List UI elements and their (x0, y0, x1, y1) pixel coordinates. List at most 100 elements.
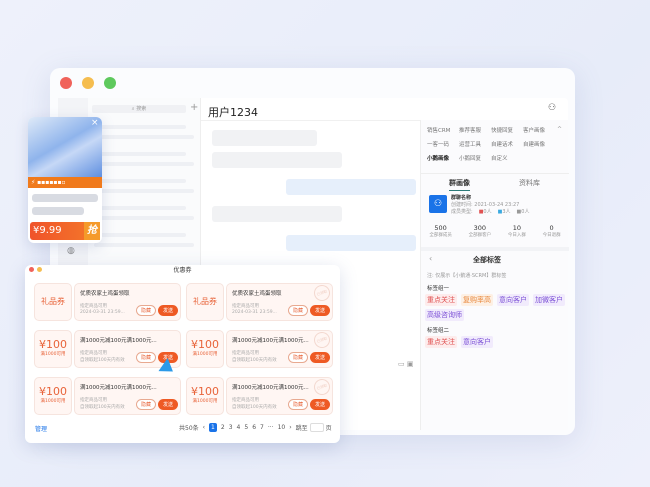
stat-label: 全部群客户 (468, 233, 492, 238)
send-button[interactable]: 发送 (310, 352, 330, 363)
group-created: 创建时间: 2021-03-24 23:27 (451, 202, 520, 208)
tag[interactable]: 重点关注 (425, 336, 457, 348)
tool-tab[interactable]: 客户画像 (523, 128, 546, 134)
hide-button[interactable]: 隐藏 (136, 305, 156, 316)
screenshot-icon[interactable]: ▭ ▣ (398, 360, 414, 368)
minimize-dot[interactable] (82, 77, 94, 89)
claimed-stamp: 已领取 (311, 376, 333, 398)
manage-link[interactable]: 管理 (35, 426, 48, 433)
hide-button[interactable]: 隐藏 (136, 399, 156, 410)
page-6[interactable]: 6 (252, 424, 257, 431)
back-icon[interactable]: ‹ (429, 254, 433, 263)
total-count: 共50条 (179, 425, 199, 432)
page-8[interactable]: ··· (267, 424, 274, 431)
tool-tab[interactable]: 快捷回复 (491, 128, 514, 134)
coupon-face: ¥100 满1000可用 (34, 330, 72, 368)
page-4[interactable]: 4 (236, 424, 241, 431)
close-icon[interactable]: × (91, 118, 99, 128)
coupon-name: 优质农家土鸡蛋领取 (80, 291, 130, 297)
tool-tab[interactable]: 运营工具 (459, 142, 482, 148)
coupon-scope: 指定商品可用 (232, 304, 259, 309)
page-9[interactable]: 10 (277, 424, 286, 431)
tag[interactable]: 重点关注 (425, 294, 457, 306)
coupon-face: ¥100 满1000可用 (186, 330, 224, 368)
tab-library[interactable]: 资料库 (519, 179, 540, 187)
search-input[interactable]: ⌕ 搜索 (92, 105, 186, 113)
coupon-body: 优质农家土鸡蛋领取 指定商品可用 2024-03-31 23:59... 已领取 隐藏发… (226, 282, 333, 321)
globe-icon[interactable]: ◍ (67, 246, 75, 256)
claimed-stamp: 已领取 (311, 329, 333, 351)
stat-label: 全部群成员 (429, 233, 452, 238)
stat: 10 今日入群 (508, 224, 526, 238)
page-1[interactable]: 1 (209, 423, 217, 432)
stat: 0 今日退群 (543, 224, 561, 238)
stat-label: 今日退群 (542, 233, 561, 238)
tool-tab[interactable]: 销售CRM (427, 128, 451, 134)
coupon-body: 满1000元减100元满1000元... 指定商品可用 自领取起100天内有效 隐藏发… (74, 377, 181, 415)
coupon-scope: 指定商品可用 (232, 351, 259, 356)
price: ¥9.99 (33, 225, 62, 236)
tool-tab[interactable]: 一客一码 (427, 142, 450, 148)
hide-button[interactable]: 隐藏 (288, 352, 308, 363)
coupon-condition: 满1000可用 (40, 352, 66, 357)
send-button[interactable]: 发送 (310, 305, 330, 316)
tag[interactable]: 意向客户 (461, 336, 493, 348)
coupon-name: 满1000元减100元满1000元... (232, 338, 309, 344)
group-name: 群聊名称 (451, 195, 472, 201)
search-placeholder: 搜索 (136, 106, 147, 112)
hide-button[interactable]: 隐藏 (136, 352, 156, 363)
send-button[interactable]: 发送 (158, 399, 178, 410)
page-3[interactable]: 3 (228, 424, 233, 431)
page-5[interactable]: 5 (244, 424, 249, 431)
chat-title: 用户1234 (208, 106, 258, 119)
coupon-condition: 满1000可用 (192, 352, 218, 357)
send-button[interactable]: 发送 (310, 399, 330, 410)
tool-tab[interactable]: 推荐客服 (459, 128, 482, 134)
tag-group-1-label: 标签组一 (427, 286, 450, 292)
tool-tab[interactable]: 自建画像 (523, 142, 546, 148)
stat-value: 0 (549, 224, 554, 232)
tags-title: 全部标签 (473, 256, 501, 264)
page-7[interactable]: 7 (260, 424, 264, 431)
coupon-value: ¥100 (39, 338, 67, 351)
coupon-name: 满1000元减100元满1000元... (80, 385, 157, 391)
tool-tab[interactable]: 自定义 (491, 156, 508, 162)
user-icon[interactable]: ⚇ (548, 103, 557, 113)
flash-sale-bar: ⚡ ▪▪▪▪▪▪▫ (28, 177, 102, 188)
tag[interactable]: 高级咨询师 (425, 309, 464, 321)
plus-icon[interactable]: + (190, 102, 199, 113)
coupon-validity: 自领取起100天内有效 (80, 405, 125, 410)
coupon-card: ¥100 满1000可用 满1000元减100元满1000元... 指定商品可用 自领取… (34, 377, 181, 415)
tags-note: 注: 仅展示【小鹅通·SCRM】群标签 (427, 273, 507, 279)
next-page-icon[interactable]: › (289, 424, 292, 431)
tool-tab[interactable]: 小鹅画像 (427, 156, 450, 162)
coupon-card: ¥100 满1000可用 满1000元减100元满1000元... 指定商品可用 自领取… (34, 330, 181, 368)
hide-button[interactable]: 隐藏 (288, 305, 308, 316)
hide-button[interactable]: 隐藏 (288, 399, 308, 410)
tag[interactable]: 复购率高 (461, 294, 493, 306)
coupon-name: 满1000元减100元满1000元... (232, 385, 309, 391)
tag[interactable]: 加微客户 (533, 294, 565, 306)
tool-tab[interactable]: 小鹅回复 (459, 156, 482, 162)
coupon-scope: 指定商品可用 (80, 351, 107, 356)
coupon-condition: 满1000可用 (192, 399, 218, 404)
page-2[interactable]: 2 (220, 424, 225, 431)
tab-group-profile[interactable]: 群画像 (449, 178, 470, 191)
send-button[interactable]: 发送 (158, 305, 178, 316)
send-button[interactable]: 发送 (158, 352, 178, 363)
coupon-value: ¥100 (191, 338, 219, 351)
coupon-card: ¥100 满1000可用 满1000元减100元满1000元... 指定商品可用 自领取… (186, 329, 333, 368)
prev-page-icon[interactable]: ‹ (202, 424, 206, 431)
close-dot[interactable] (60, 77, 72, 89)
buy-button[interactable]: ¥9.99 抢 (30, 222, 100, 240)
coupon-body: 满1000元减100元满1000元... 指定商品可用 自领取起100天内有效 隐藏发… (74, 330, 181, 368)
coupon-face: 礼品券 (34, 283, 72, 321)
tag[interactable]: 意向客户 (497, 294, 529, 306)
collapse-icon[interactable]: ^ (557, 126, 563, 133)
coupon-title: 优惠券 (173, 267, 192, 274)
tool-tab[interactable]: 自建话术 (491, 142, 514, 148)
goto-input[interactable] (309, 423, 324, 432)
coupon-window: 优惠券 礼品券 优质农家土鸡蛋领取 指定商品可用 2024-03-31 23:59..… (25, 265, 340, 443)
coupon-face: ¥100 满1000可用 (186, 377, 224, 415)
maximize-dot[interactable] (104, 77, 116, 89)
